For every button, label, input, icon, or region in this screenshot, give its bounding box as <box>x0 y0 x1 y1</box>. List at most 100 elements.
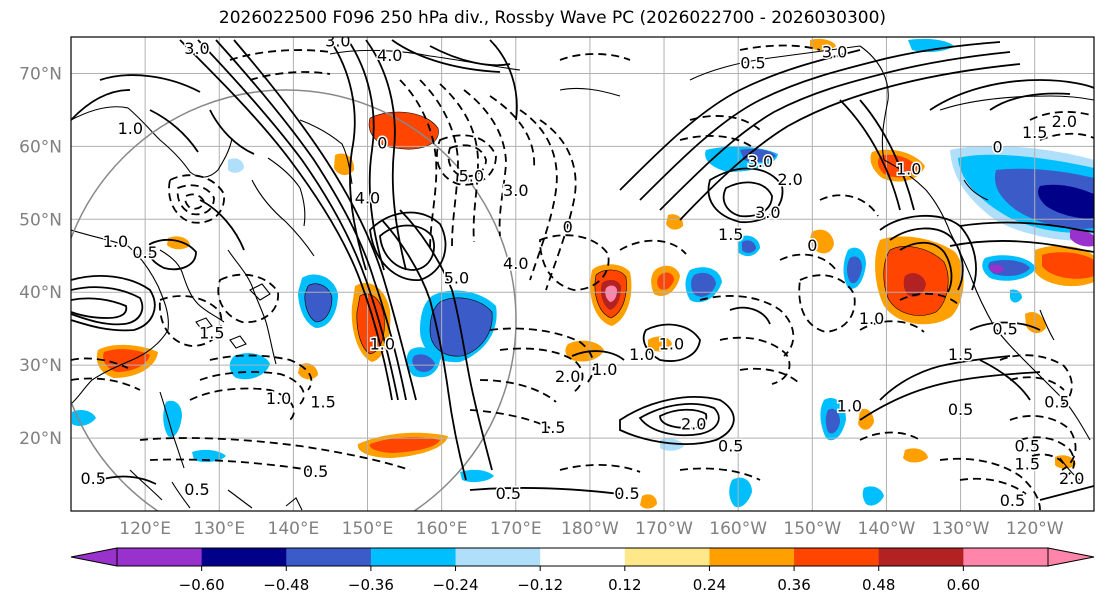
contour-label: 1.5 <box>540 418 565 437</box>
contour-label: 0.5 <box>184 480 209 499</box>
colorbar-tick-label: −0.48 <box>263 576 309 594</box>
contour-label: 1.0 <box>103 232 128 251</box>
contour-label: 0.5 <box>614 484 639 503</box>
contour-label: 2.0 <box>1052 112 1077 131</box>
contour-label: 3.0 <box>748 152 773 171</box>
longitude-label: 180°W <box>561 519 619 539</box>
contour-label: 1.0 <box>837 396 862 415</box>
colorbar-segment <box>286 548 372 566</box>
longitude-label: 130°E <box>193 519 245 539</box>
contour-label: 1.0 <box>370 334 395 353</box>
longitude-label: 160°W <box>709 519 767 539</box>
colorbar-segment <box>963 548 1049 566</box>
longitude-label: 140°E <box>268 519 320 539</box>
contour-label: 1.5 <box>1015 455 1040 474</box>
colorbar-segment <box>201 548 287 566</box>
longitude-label: 120°E <box>119 519 171 539</box>
contour-label: 1.5 <box>948 345 973 364</box>
contour-label: 1.0 <box>896 159 921 178</box>
contour-label: 1.0 <box>266 389 291 408</box>
contour-lines-dashed <box>71 44 1094 511</box>
contour-label: 1.5 <box>310 393 335 412</box>
longitude-label: 130°W <box>932 519 990 539</box>
latitude-label: 70°N <box>19 64 62 84</box>
colorbar-tick-label: −0.24 <box>433 576 479 594</box>
map-title: 2026022500 F096 250 hPa div., Rossby Wav… <box>218 8 887 28</box>
contour-label: 1.5 <box>1022 123 1047 142</box>
contour-label: 0.5 <box>718 436 743 455</box>
contour-label: 0.5 <box>132 243 157 262</box>
contour-label: 3.0 <box>503 181 528 200</box>
contour-label: 2.0 <box>777 170 802 189</box>
great-circle <box>71 89 517 511</box>
latitude-label: 50°N <box>19 210 62 230</box>
contour-label: 3.0 <box>184 39 209 58</box>
latitude-axis-labels: 70°N 60°N 50°N 40°N 30°N 20°N <box>19 64 62 449</box>
colorbar-extend-min <box>70 547 118 567</box>
contour-label: 2.0 <box>555 367 580 386</box>
map-panel: 3.0 3.04.0 0.53.01.0 1.52.005.03.04.03.02.0… <box>71 32 1094 511</box>
colorbar-segment <box>540 548 626 566</box>
contour-label: 0 <box>807 236 817 255</box>
contour-lines <box>71 39 1094 501</box>
contour-label: 1.0 <box>118 119 143 138</box>
longitude-axis-labels: 120°E 130°E 140°E 150°E 160°E 170°E 180°W 170°W… <box>119 519 1063 539</box>
contour-label: 0.5 <box>992 320 1017 339</box>
colorbar-segment <box>455 548 541 566</box>
contour-label: 5.0 <box>444 269 469 288</box>
contour-label: 4.0 <box>377 46 402 65</box>
longitude-label: 160°E <box>416 519 468 539</box>
map-frame <box>70 36 1095 512</box>
graticule <box>71 37 1094 511</box>
contour-label: 0.5 <box>1044 393 1069 412</box>
longitude-label: 170°W <box>635 519 693 539</box>
contour-label: 1.0 <box>859 309 884 328</box>
colorbar-tick-label: −0.60 <box>179 576 225 594</box>
contour-label: 0 <box>377 134 387 153</box>
contour-label: 0.5 <box>303 462 328 481</box>
divergence-shading <box>96 38 1094 509</box>
longitude-label: 150°E <box>342 519 394 539</box>
contour-label: 0.5 <box>81 469 106 488</box>
contour-label: 0.5 <box>1000 491 1025 510</box>
contour-label: 0.5 <box>740 54 765 73</box>
colorbar-segment <box>624 548 710 566</box>
colorbar-segment <box>117 548 203 566</box>
contour-label: 0 <box>993 137 1003 156</box>
latitude-label: 20°N <box>19 429 62 449</box>
colorbar-tick-label: 0.36 <box>777 576 810 594</box>
contour-label: 1.0 <box>659 334 684 353</box>
longitude-label: 140°W <box>858 519 916 539</box>
colorbar: −0.60 −0.48 −0.36 −0.24 −0.12 0.12 0.24 0.36 0.4… <box>70 547 1095 594</box>
contour-label: 3.0 <box>755 203 780 222</box>
contour-label: 3.0 <box>325 32 350 51</box>
longitude-label: 150°W <box>783 519 841 539</box>
contour-label: 1.5 <box>718 225 743 244</box>
contour-label: 4.0 <box>503 254 528 273</box>
colorbar-extend-max <box>1047 547 1095 567</box>
colorbar-outline <box>116 547 1049 567</box>
colorbar-tick-label: 0.48 <box>862 576 895 594</box>
colorbar-segment <box>370 548 457 566</box>
colorbar-tick-label: −0.12 <box>517 576 563 594</box>
colorbar-tick-label: 0.24 <box>693 576 726 594</box>
contour-labels: 3.0 3.04.0 0.53.01.0 1.52.005.03.04.03.02.0… <box>79 32 1086 511</box>
contour-label: 0.5 <box>1015 436 1040 455</box>
colorbar-segment <box>878 548 964 566</box>
contour-label: 3.0 <box>822 43 847 62</box>
colorbar-segment <box>709 548 795 566</box>
colorbar-segment <box>794 548 880 566</box>
colorbar-tick-label: 0.60 <box>947 576 980 594</box>
longitude-label: 170°E <box>490 519 542 539</box>
contour-label: 1.0 <box>592 360 617 379</box>
longitude-label: 120°W <box>1006 519 1064 539</box>
contour-label: 0.5 <box>948 400 973 419</box>
latitude-label: 60°N <box>19 137 62 157</box>
colorbar-tick-label: −0.36 <box>348 576 394 594</box>
contour-label: 1.0 <box>629 345 654 364</box>
contour-label: 5.0 <box>459 167 484 186</box>
latitude-label: 40°N <box>19 283 62 303</box>
contour-label: 1.5 <box>199 323 224 342</box>
convergence-shading <box>72 38 1094 508</box>
